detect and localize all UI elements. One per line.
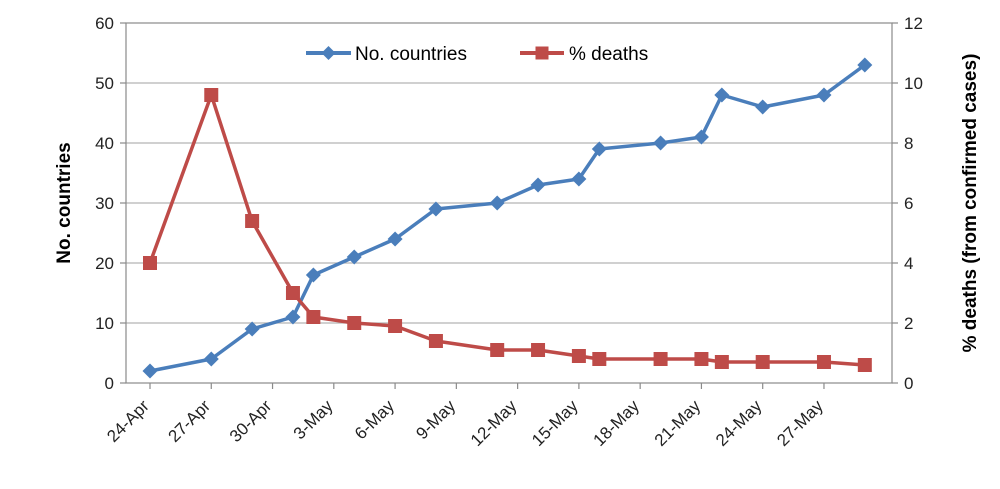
x-tick-label: 15-May	[528, 396, 582, 450]
left-tick-label: 0	[105, 374, 114, 393]
data-point-countries	[387, 231, 403, 247]
data-point-countries	[755, 99, 771, 115]
data-point-deaths	[571, 349, 586, 363]
data-point-deaths	[857, 358, 872, 372]
data-point-deaths	[653, 352, 668, 366]
legend-entry-deaths: % deaths	[520, 44, 648, 65]
data-point-countries	[714, 87, 730, 103]
left-axis-title: No. countries	[54, 142, 75, 263]
right-tick-label: 6	[904, 194, 913, 213]
data-point-deaths	[694, 352, 709, 366]
data-point-countries	[203, 351, 219, 367]
data-point-countries	[428, 201, 444, 217]
legend: No. countries % deaths	[306, 44, 648, 65]
data-point-countries	[244, 321, 260, 337]
right-tick-label: 10	[904, 74, 923, 93]
left-tick-label: 30	[95, 194, 114, 213]
x-tick-label: 6-May	[351, 396, 398, 443]
x-axis-ticks: 24-Apr 27-Apr 30-Apr 3-May 6-May 9-May 12-May 1…	[103, 383, 827, 450]
data-point-countries	[489, 195, 505, 211]
data-point-deaths	[490, 343, 505, 357]
data-point-countries	[142, 363, 158, 379]
data-point-deaths	[714, 355, 729, 369]
data-point-countries	[653, 135, 669, 151]
gridlines	[126, 82, 892, 324]
series-line-countries	[149, 63, 866, 373]
data-point-deaths	[347, 316, 362, 330]
data-point-countries	[530, 177, 546, 193]
left-axis-ticks: 0 10 20 30 40 50 60	[95, 14, 126, 393]
x-tick-label: 30-Apr	[226, 396, 276, 446]
data-point-countries	[285, 309, 301, 325]
x-tick-label: 3-May	[290, 396, 337, 443]
data-point-deaths	[388, 319, 403, 333]
data-point-deaths	[428, 334, 443, 348]
left-tick-label: 50	[95, 74, 114, 93]
x-tick-label: 24-Apr	[103, 396, 153, 446]
x-tick-label: 12-May	[467, 396, 521, 450]
x-tick-label: 21-May	[651, 396, 705, 450]
data-point-countries	[591, 141, 607, 157]
x-tick-label: 9-May	[412, 396, 459, 443]
left-tick-label: 40	[95, 134, 114, 153]
left-tick-label: 20	[95, 254, 114, 273]
data-point-deaths	[245, 214, 260, 228]
data-point-countries	[816, 87, 832, 103]
right-tick-label: 4	[904, 254, 913, 273]
left-tick-label: 10	[95, 314, 114, 333]
x-tick-label: 27-Apr	[165, 396, 215, 446]
data-point-countries	[346, 249, 362, 265]
legend-label-deaths: % deaths	[569, 44, 648, 65]
series-line-deaths	[148, 93, 865, 367]
data-point-deaths	[143, 256, 157, 270]
legend-entry-countries: No. countries	[306, 44, 467, 65]
data-point-countries	[857, 57, 873, 73]
data-point-countries	[571, 171, 587, 187]
data-point-countries	[693, 129, 709, 145]
right-tick-label: 12	[904, 14, 923, 33]
data-point-deaths	[755, 355, 770, 369]
data-point-deaths	[592, 352, 607, 366]
series-layer	[142, 57, 873, 379]
data-point-deaths	[204, 88, 219, 102]
square-marker-icon	[535, 46, 549, 60]
data-point-deaths	[285, 286, 300, 300]
data-point-deaths	[306, 310, 321, 324]
diamond-marker-icon	[321, 46, 336, 60]
data-point-deaths	[531, 343, 546, 357]
right-axis-ticks: 0 2 4 6 8 10 12	[892, 14, 923, 393]
right-tick-label: 8	[904, 134, 913, 153]
left-tick-label: 60	[95, 14, 114, 33]
right-axis-title: % deaths (from confirmed cases)	[960, 54, 981, 353]
x-tick-label: 27-May	[773, 396, 827, 450]
legend-label-countries: No. countries	[355, 44, 467, 65]
data-point-countries	[305, 267, 321, 283]
data-point-deaths	[816, 355, 831, 369]
right-tick-label: 2	[904, 314, 913, 333]
x-tick-label: 18-May	[589, 396, 643, 450]
right-tick-label: 0	[904, 374, 913, 393]
x-tick-label: 24-May	[712, 396, 766, 450]
